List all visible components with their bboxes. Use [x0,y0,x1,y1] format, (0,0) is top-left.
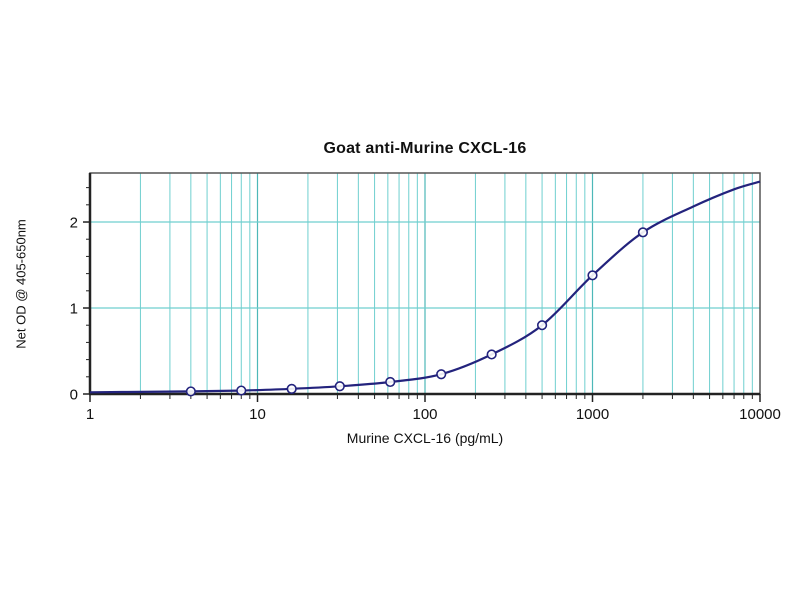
x-axis-tick-label: 10 [249,406,266,423]
data-point-marker [587,270,598,281]
data-point-marker [486,349,497,360]
y-axis-tick-label: 2 [70,214,78,231]
data-point-marker [334,381,345,392]
x-axis-tick-label: 1000 [576,406,609,423]
data-point-marker [536,320,548,331]
data-point-marker [637,227,649,238]
data-point-marker [236,385,247,396]
y-axis-tick-label: 1 [70,300,78,317]
x-axis-tick-label: 1 [86,406,94,423]
y-axis-label: Net OD @ 405-650nm [13,219,29,349]
x-axis-label: Murine CXCL-16 (pg/mL) [346,430,504,446]
x-axis-tick-label: 100 [412,406,437,423]
data-point-marker [286,383,297,394]
data-point-marker [385,376,396,388]
x-axis-tick-label: 10000 [739,406,781,423]
data-point-marker [436,369,447,380]
chart-title: Goat anti-Murine CXCL-16 [323,140,527,157]
data-point-marker [185,386,196,397]
y-axis-tick-label: 0 [70,386,78,403]
